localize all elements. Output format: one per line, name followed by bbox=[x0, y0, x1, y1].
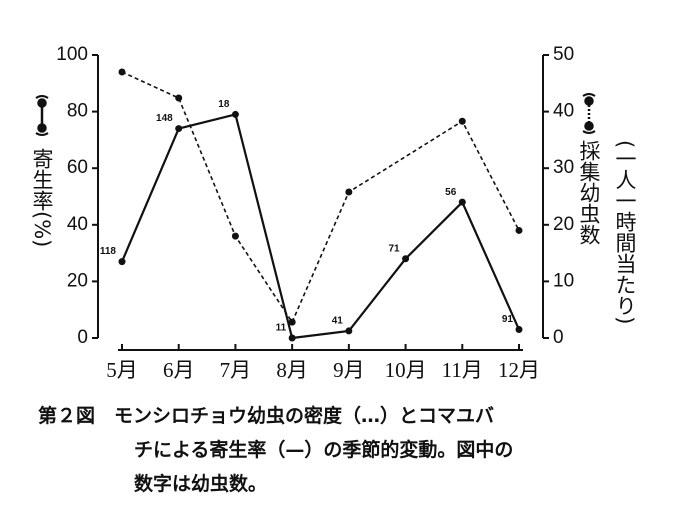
point bbox=[175, 94, 183, 102]
x-tick-label: 5月 bbox=[106, 358, 138, 382]
y2-tick-label: 0 bbox=[553, 327, 564, 348]
point-label: 56 bbox=[445, 187, 457, 198]
x-tick-label: 7月 bbox=[220, 358, 252, 382]
y2-tick-label: 30 bbox=[553, 157, 574, 178]
caption-line: 第２図 モンシロチョウ幼虫の密度（…）とコマユバ bbox=[38, 404, 494, 427]
point-label: 71 bbox=[388, 243, 400, 254]
y-axis-label: 寄生率(%) bbox=[30, 148, 54, 247]
point bbox=[288, 334, 296, 342]
legend-icons bbox=[35, 93, 596, 136]
point bbox=[458, 117, 466, 125]
point-label: 148 bbox=[156, 113, 173, 124]
y2-tick-label: 10 bbox=[553, 270, 574, 291]
y-tick-label: 20 bbox=[67, 270, 88, 291]
point bbox=[175, 125, 183, 133]
point bbox=[118, 68, 126, 76]
y-tick-label: 40 bbox=[67, 214, 88, 235]
y-tick-label: 0 bbox=[77, 327, 88, 348]
point bbox=[402, 255, 410, 263]
x-tick-label: 11月 bbox=[442, 358, 483, 382]
point bbox=[345, 188, 353, 196]
point bbox=[345, 327, 353, 335]
y-tick-label: 80 bbox=[67, 101, 88, 122]
x-tick-label: 12月 bbox=[498, 358, 540, 382]
point-label: 41 bbox=[332, 316, 344, 327]
point bbox=[515, 326, 523, 334]
point bbox=[118, 258, 126, 266]
point-label: 11 bbox=[276, 323, 287, 334]
caption-line: チによる寄生率（—）の季節的変動。図中の bbox=[134, 438, 513, 461]
y2-axis-label: 採集幼虫数 bbox=[577, 140, 601, 245]
point bbox=[288, 318, 296, 326]
point-label: 18 bbox=[218, 99, 230, 110]
x-tick-label: 10月 bbox=[385, 358, 427, 382]
point bbox=[231, 232, 239, 240]
point bbox=[515, 226, 523, 234]
line bbox=[121, 71, 520, 324]
x-tick-label: 8月 bbox=[276, 358, 308, 382]
x-tick-label: 6月 bbox=[163, 358, 195, 382]
x-tick-label: 9月 bbox=[333, 358, 365, 382]
point bbox=[458, 198, 466, 206]
line bbox=[120, 113, 521, 340]
y2-tick-label: 20 bbox=[553, 214, 574, 235]
caption-line: 数字は幼虫数。 bbox=[134, 472, 267, 495]
point-label: 91 bbox=[502, 314, 514, 325]
point bbox=[231, 110, 239, 118]
y2-axis-sublabel: (一人一時間当たり) bbox=[613, 140, 637, 324]
y2-tick-label: 50 bbox=[553, 44, 574, 65]
y-tick-label: 100 bbox=[56, 44, 88, 65]
point-label: 118 bbox=[100, 246, 117, 257]
y-tick-label: 60 bbox=[67, 157, 88, 178]
y2-tick-label: 40 bbox=[553, 101, 574, 122]
